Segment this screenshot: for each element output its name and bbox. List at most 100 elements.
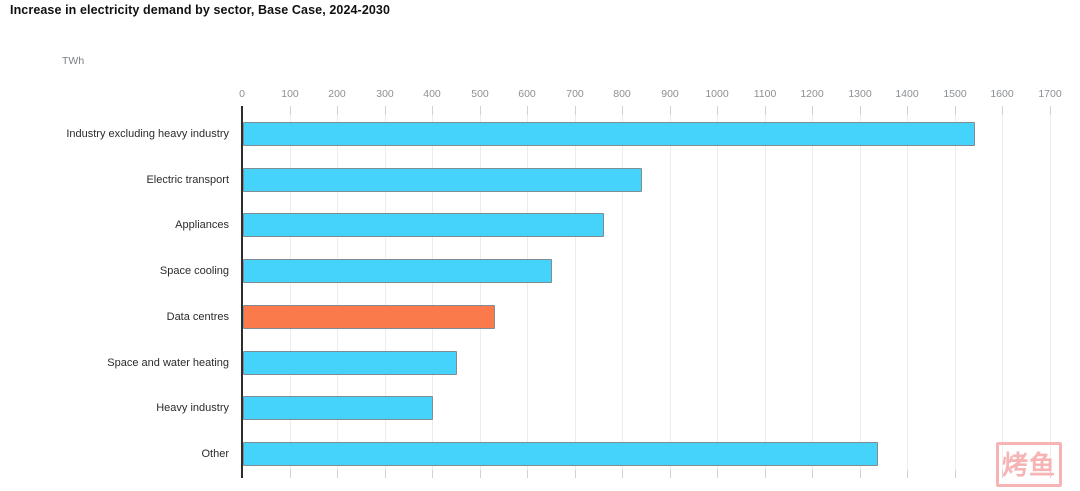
gridline <box>480 106 481 478</box>
gridline <box>1050 106 1051 478</box>
x-axis-tick-label: 1400 <box>895 88 919 100</box>
x-axis-tick-label: 700 <box>566 88 584 100</box>
axis-tickmark-bottom <box>527 470 528 478</box>
x-axis-tick-label: 1700 <box>1038 88 1062 100</box>
axis-tickmark-bottom <box>432 470 433 478</box>
bar-row: Other <box>0 431 1060 477</box>
gridline <box>432 106 433 478</box>
axis-tickmark-top <box>385 106 386 115</box>
axis-tickmark-bottom <box>1050 470 1051 478</box>
axis-tickmark-bottom <box>575 470 576 478</box>
axis-tickmark-bottom <box>955 470 956 478</box>
axis-tickmark-bottom <box>812 470 813 478</box>
x-axis-tick-label: 900 <box>661 88 679 100</box>
x-axis-tick-label: 200 <box>328 88 346 100</box>
gridline <box>622 106 623 478</box>
bar-appliances <box>243 213 605 238</box>
bar-electric-transport <box>243 167 643 192</box>
gridline <box>385 106 386 478</box>
bar-space-cooling <box>243 259 552 284</box>
axis-tickmark-bottom <box>717 470 718 478</box>
axis-tickmark-top <box>432 106 433 115</box>
axis-tickmark-top <box>765 106 766 115</box>
x-axis-tick-label: 1600 <box>990 88 1014 100</box>
bar-row: Electric transport <box>0 157 1060 203</box>
x-axis-tick-label: 1500 <box>943 88 967 100</box>
x-axis-unit-label: TWh <box>62 55 85 67</box>
axis-tickmark-top <box>622 106 623 115</box>
x-axis-tick-label: 1100 <box>753 88 777 100</box>
axis-tickmark-bottom <box>290 470 291 478</box>
axis-tickmark-bottom <box>860 470 861 478</box>
axis-tickmark-bottom <box>1002 470 1003 478</box>
axis-tickmark-top <box>670 106 671 115</box>
gridline <box>765 106 766 478</box>
bar-other <box>243 442 878 467</box>
watermark-text: 烤鱼 <box>1001 449 1056 480</box>
gridline <box>337 106 338 478</box>
x-axis-tick-label: 400 <box>423 88 441 100</box>
bar-data-centres <box>243 304 495 329</box>
x-axis-tick-label: 100 <box>281 88 299 100</box>
axis-tickmark-bottom <box>765 470 766 478</box>
gridline <box>670 106 671 478</box>
gridline <box>1002 106 1003 478</box>
chart-title: Increase in electricity demand by sector… <box>10 3 391 17</box>
axis-tickmark-bottom <box>480 470 481 478</box>
axis-tickmark-top <box>337 106 338 115</box>
plot-area <box>241 106 1051 478</box>
axis-tickmark-top <box>1050 106 1051 115</box>
x-axis-tick-label: 300 <box>376 88 394 100</box>
gridline <box>812 106 813 478</box>
gridline <box>955 106 956 478</box>
bar-row: Heavy industry <box>0 386 1060 432</box>
axis-tickmark-top <box>575 106 576 115</box>
category-label: Space and water heating <box>107 356 229 369</box>
x-axis-tick-label: 600 <box>518 88 536 100</box>
axis-tickmark-top <box>1002 106 1003 115</box>
axis-tickmark-top <box>480 106 481 115</box>
bar-row: Data centres <box>0 294 1060 340</box>
bar-rows: Industry excluding heavy industry Electri… <box>0 111 1060 477</box>
category-label: Space cooling <box>159 265 229 278</box>
axis-tickmark-top <box>907 106 908 115</box>
y-axis-line <box>241 106 243 478</box>
category-label: Other <box>201 448 229 461</box>
gridline <box>575 106 576 478</box>
x-axis-tick-label: 1000 <box>705 88 729 100</box>
axis-tickmark-bottom <box>337 470 338 478</box>
category-label: Appliances <box>175 219 229 232</box>
axis-tickmark-top <box>955 106 956 115</box>
x-axis-tick-label: 0 <box>239 88 245 100</box>
bar-row: Appliances <box>0 203 1060 249</box>
bar-row: Space and water heating <box>0 340 1060 386</box>
axis-tickmark-top <box>860 106 861 115</box>
bar-row: Industry excluding heavy industry <box>0 111 1060 157</box>
x-axis-tick-label: 800 <box>613 88 631 100</box>
axis-tickmark-top <box>527 106 528 115</box>
axis-tickmark-bottom <box>385 470 386 478</box>
gridline <box>290 106 291 478</box>
bar-heavy-industry <box>243 396 434 421</box>
axis-tickmark-top <box>290 106 291 115</box>
category-label: Heavy industry <box>156 402 229 415</box>
x-axis-tick-labels: 0 100 200 300 400 500 600 700 800 900 1000 1100 1200… <box>239 88 1062 102</box>
axis-tickmark-bottom <box>670 470 671 478</box>
bar-row: Space cooling <box>0 248 1060 294</box>
bar-space-and-water-heating <box>243 350 457 375</box>
category-label: Industry excluding heavy industry <box>66 127 229 140</box>
x-axis-tick-label: 500 <box>471 88 489 100</box>
watermark-stamp: 烤鱼 <box>996 442 1062 487</box>
gridline <box>907 106 908 478</box>
gridline <box>527 106 528 478</box>
gridline <box>860 106 861 478</box>
axis-tickmark-top <box>717 106 718 115</box>
axis-tickmark-bottom <box>907 470 908 478</box>
axis-tickmark-bottom <box>622 470 623 478</box>
category-label: Electric transport <box>146 173 229 186</box>
x-axis-tick-label: 1200 <box>800 88 824 100</box>
category-label: Data centres <box>166 310 229 323</box>
gridline <box>717 106 718 478</box>
bar-industry-excluding-heavy-industry <box>243 121 975 146</box>
x-axis-tick-label: 1300 <box>848 88 872 100</box>
